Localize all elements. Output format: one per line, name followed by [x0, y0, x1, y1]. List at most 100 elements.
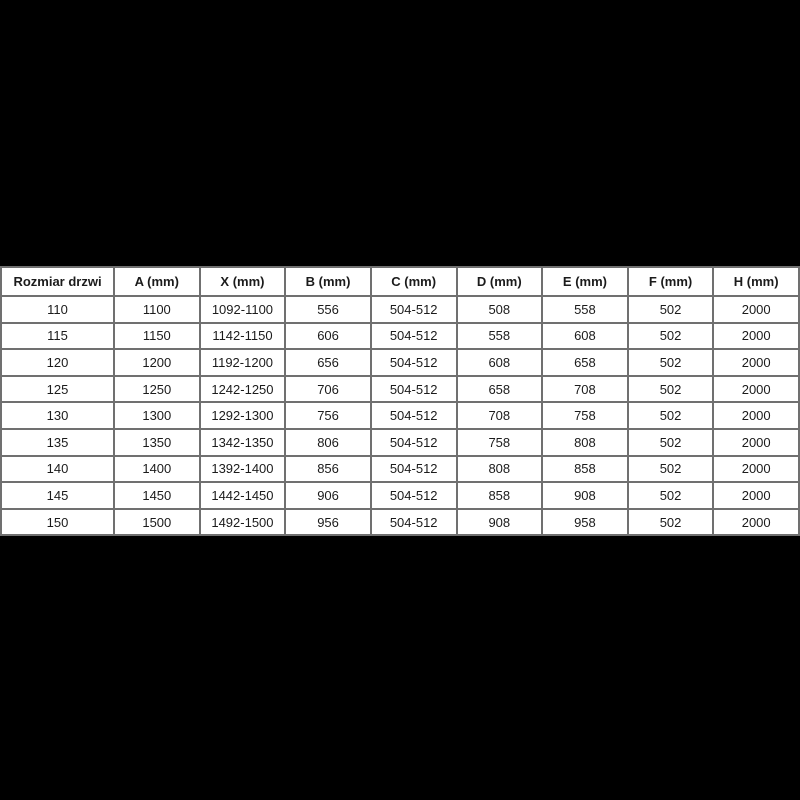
table-cell: 504-512: [369, 321, 458, 351]
table-row: 110 1100 1092-1100 556 504-512 508 558 502 2000: [0, 295, 800, 324]
table-cell: 504-512: [369, 454, 458, 484]
table-cell: 1300: [113, 401, 201, 430]
table-cell: 658: [455, 374, 544, 404]
table-cell: 508: [455, 295, 544, 324]
table-cell: 1450: [113, 481, 201, 510]
table-cell: 758: [455, 427, 544, 457]
table-cell: 145: [0, 481, 115, 510]
table-cell: 504-512: [369, 374, 458, 404]
table-cell: 1100: [113, 295, 201, 324]
table-row: 145 1450 1442-1450 906 504-512 858 908 502 2000: [0, 481, 800, 510]
table-cell: 758: [541, 401, 629, 430]
table-cell: 502: [626, 321, 715, 351]
table-row: 130 1300 1292-1300 756 504-512 708 758 502 2000: [0, 401, 800, 430]
table-cell: 130: [0, 401, 115, 430]
table-cell: 2000: [712, 427, 800, 457]
table-cell: 1092-1100: [198, 295, 287, 324]
table-cell: 502: [626, 348, 715, 377]
door-dimensions-table: Rozmiar drzwi A (mm) X (mm) B (mm) C (mm) D (…: [0, 266, 800, 537]
column-header: X (mm): [198, 266, 287, 297]
table-cell: 956: [284, 507, 372, 537]
table-cell: 708: [541, 374, 629, 404]
table-cell: 2000: [712, 401, 800, 430]
table-cell: 1392-1400: [198, 454, 287, 484]
column-header: F (mm): [626, 266, 715, 297]
column-header: B (mm): [284, 266, 372, 297]
column-header: D (mm): [455, 266, 544, 297]
header-row: Rozmiar drzwi A (mm) X (mm) B (mm) C (mm) D (…: [0, 266, 800, 297]
table-cell: 2000: [712, 454, 800, 484]
table-cell: 1142-1150: [198, 321, 287, 351]
table-cell: 2000: [712, 295, 800, 324]
table-body: 110 1100 1092-1100 556 504-512 508 558 502 2000 1…: [0, 295, 800, 537]
table-cell: 150: [0, 507, 115, 537]
table-cell: 1200: [113, 348, 201, 377]
table-cell: 502: [626, 401, 715, 430]
table-cell: 808: [541, 427, 629, 457]
table-cell: 1500: [113, 507, 201, 537]
table-cell: 502: [626, 427, 715, 457]
table-cell: 908: [455, 507, 544, 537]
table-cell: 504-512: [369, 295, 458, 324]
table-cell: 556: [284, 295, 372, 324]
table-cell: 504-512: [369, 348, 458, 377]
table-cell: 1400: [113, 454, 201, 484]
table-cell: 856: [284, 454, 372, 484]
table-cell: 608: [541, 321, 629, 351]
table-cell: 808: [455, 454, 544, 484]
table-cell: 502: [626, 507, 715, 537]
table-cell: 558: [455, 321, 544, 351]
table-row: 120 1200 1192-1200 656 504-512 608 658 502 2000: [0, 348, 800, 377]
table-cell: 906: [284, 481, 372, 510]
table-cell: 908: [541, 481, 629, 510]
table-cell: 558: [541, 295, 629, 324]
table-cell: 1442-1450: [198, 481, 287, 510]
table-cell: 120: [0, 348, 115, 377]
table-cell: 2000: [712, 348, 800, 377]
column-header: A (mm): [113, 266, 201, 297]
table-cell: 125: [0, 374, 115, 404]
table-cell: 2000: [712, 321, 800, 351]
table-cell: 1350: [113, 427, 201, 457]
table-cell: 606: [284, 321, 372, 351]
table-cell: 1150: [113, 321, 201, 351]
table-cell: 708: [455, 401, 544, 430]
table-cell: 1242-1250: [198, 374, 287, 404]
table-cell: 608: [455, 348, 544, 377]
table-cell: 110: [0, 295, 115, 324]
table-cell: 1250: [113, 374, 201, 404]
table-cell: 115: [0, 321, 115, 351]
table-cell: 658: [541, 348, 629, 377]
column-header: E (mm): [541, 266, 629, 297]
table-cell: 1342-1350: [198, 427, 287, 457]
column-header: C (mm): [369, 266, 458, 297]
table-cell: 504-512: [369, 401, 458, 430]
table-cell: 806: [284, 427, 372, 457]
table-cell: 2000: [712, 507, 800, 537]
table-cell: 504-512: [369, 481, 458, 510]
table-cell: 1492-1500: [198, 507, 287, 537]
table-row: 135 1350 1342-1350 806 504-512 758 808 502 2000: [0, 427, 800, 457]
column-header: H (mm): [712, 266, 800, 297]
table-cell: 140: [0, 454, 115, 484]
column-header: Rozmiar drzwi: [0, 266, 115, 297]
table-cell: 502: [626, 374, 715, 404]
table-row: 140 1400 1392-1400 856 504-512 808 858 502 2000: [0, 454, 800, 484]
table-cell: 958: [541, 507, 629, 537]
table-row: 115 1150 1142-1150 606 504-512 558 608 502 2000: [0, 321, 800, 351]
table-header: Rozmiar drzwi A (mm) X (mm) B (mm) C (mm) D (…: [0, 266, 800, 297]
table-row: 150 1500 1492-1500 956 504-512 908 958 502 2000: [0, 507, 800, 537]
table-cell: 135: [0, 427, 115, 457]
table-cell: 504-512: [369, 427, 458, 457]
table-cell: 504-512: [369, 507, 458, 537]
table-cell: 2000: [712, 374, 800, 404]
table-cell: 1292-1300: [198, 401, 287, 430]
table-cell: 1192-1200: [198, 348, 287, 377]
table-cell: 756: [284, 401, 372, 430]
table-cell: 858: [541, 454, 629, 484]
table-cell: 858: [455, 481, 544, 510]
table-row: 125 1250 1242-1250 706 504-512 658 708 502 2000: [0, 374, 800, 404]
table-cell: 502: [626, 454, 715, 484]
table-cell: 502: [626, 481, 715, 510]
